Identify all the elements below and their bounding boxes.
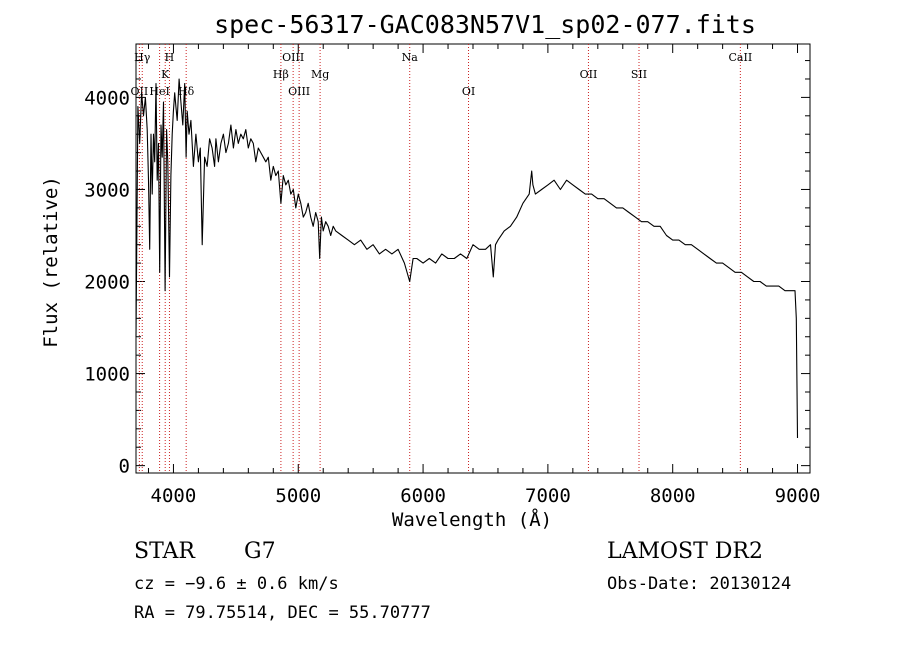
y-axis-label: Flux (relative) [40, 176, 62, 348]
x-tick-label: 9000 [775, 485, 821, 507]
line-marker-label: Hδ [178, 85, 195, 98]
ra-dec: RA = 79.75514, DEC = 55.70777 [134, 603, 431, 623]
x-axis-label: Wavelength (Å) [391, 509, 553, 531]
x-tick-label: 7000 [525, 485, 571, 507]
line-marker-label: OIII [282, 51, 304, 64]
line-marker-label: Hβ [273, 68, 289, 81]
object-class: STAR [134, 539, 195, 564]
line-marker-label: H [165, 51, 175, 64]
line-marker-label: CaII [729, 51, 753, 64]
line-marker-label: OI [462, 85, 475, 98]
y-tick-label: 4000 [84, 87, 130, 109]
line-marker-label: Mg [311, 68, 329, 81]
plot-frame [135, 43, 811, 474]
spectrum-chart: 4000 5000 6000 7000 8000 9000 0 1000 2000 3000 400… [84, 43, 821, 507]
line-marker-label: Hγ [134, 51, 151, 64]
y-tick-label: 1000 [84, 364, 130, 386]
line-marker-label: HeI [149, 85, 169, 98]
line-marker-label: OIII [288, 85, 310, 98]
line-marker-label: K [161, 68, 170, 81]
spectrum-line [135, 78, 799, 439]
x-tick-label: 8000 [650, 485, 696, 507]
chart-title: spec-56317-GAC083N57V1_sp02-077.fits [214, 10, 756, 39]
y-tick-label: 3000 [84, 179, 130, 201]
redshift-cz: cz = −9.6 ± 0.6 km/s [134, 574, 339, 594]
y-tick-label: 2000 [84, 272, 130, 294]
y-tick-label: 0 [119, 456, 130, 478]
object-subclass: G7 [244, 539, 276, 564]
x-tick-label: 6000 [400, 485, 446, 507]
line-marker-label: OII [131, 85, 149, 98]
survey-name: LAMOST DR2 [607, 539, 763, 564]
line-marker-label: Na [402, 51, 419, 64]
x-tick-label: 5000 [275, 485, 321, 507]
observation-date: Obs-Date: 20130124 [607, 574, 792, 594]
line-marker-label: OII [580, 68, 598, 81]
x-tick-label: 4000 [151, 485, 197, 507]
line-marker-label: SII [631, 68, 647, 81]
